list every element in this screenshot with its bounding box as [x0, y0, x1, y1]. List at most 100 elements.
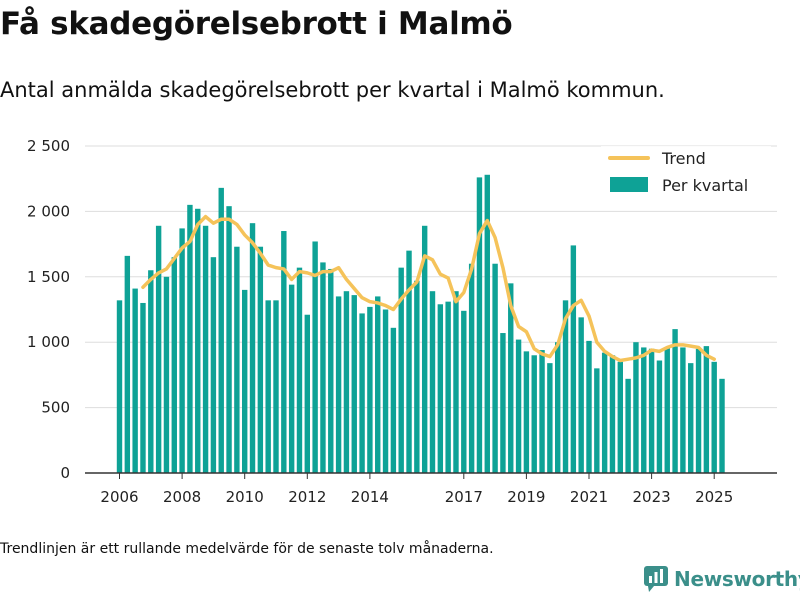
bar — [594, 368, 600, 473]
x-tick-label: 2025 — [695, 488, 733, 506]
bar — [414, 280, 420, 473]
bar — [398, 267, 404, 473]
bar — [406, 250, 412, 473]
x-tick-label: 2021 — [570, 488, 608, 506]
bar — [453, 291, 459, 473]
bar — [179, 228, 185, 473]
bar — [140, 302, 146, 473]
bar — [664, 347, 670, 473]
newsworthy-logo[interactable]: Newsworthy — [644, 566, 800, 592]
bar — [375, 296, 381, 473]
bar — [242, 289, 248, 473]
bar — [445, 301, 451, 473]
bar — [508, 283, 514, 473]
axes: 2006 2008 2010 2012 2014 2017 2019 2021 2023 2025 — [85, 472, 777, 506]
bar-chart: 0 500 1 000 1 500 2 000 2 500 2006 2008 2010 201… — [27, 137, 777, 506]
bar — [367, 306, 373, 473]
bar — [562, 300, 569, 473]
bar — [171, 257, 177, 473]
trend-line-layer — [141, 214, 716, 363]
newsworthy-logo-icon — [644, 566, 668, 592]
bar — [421, 225, 428, 473]
bar — [382, 309, 389, 473]
bar — [312, 241, 318, 473]
bar — [617, 361, 623, 473]
x-tick-label: 2019 — [507, 488, 545, 506]
bar — [547, 363, 553, 473]
bar — [320, 262, 326, 473]
bar — [641, 347, 647, 473]
legend-bar-swatch — [610, 177, 648, 192]
bar — [500, 333, 506, 473]
bar — [484, 174, 490, 473]
bar — [633, 342, 639, 473]
bar — [187, 204, 193, 474]
x-tick-label: 2012 — [288, 488, 326, 506]
bar — [703, 346, 710, 473]
y-tick-label: 2 500 — [27, 137, 70, 155]
bar — [429, 291, 436, 473]
x-tick-label: 2008 — [163, 488, 201, 506]
bar — [273, 300, 279, 473]
bar — [711, 361, 717, 473]
bar — [688, 363, 694, 473]
bar — [124, 255, 131, 473]
bar — [539, 350, 545, 473]
bar — [555, 342, 561, 473]
bar — [155, 225, 162, 473]
bar — [625, 378, 631, 473]
bar — [601, 352, 608, 473]
y-tick-label: 500 — [41, 399, 70, 417]
bar — [202, 225, 209, 473]
bars — [116, 174, 725, 474]
chart-subtitle: Antal anmälda skadegörelsebrott per kvar… — [0, 78, 665, 102]
bar — [570, 245, 577, 473]
bar — [476, 177, 483, 473]
bar — [257, 246, 264, 473]
bar — [648, 348, 655, 473]
bar — [195, 208, 201, 473]
bar — [281, 231, 287, 473]
bar — [343, 291, 350, 473]
bar — [226, 206, 232, 474]
bar — [515, 339, 522, 473]
bar — [359, 313, 365, 473]
y-tick-label: 1 000 — [27, 333, 70, 351]
x-tick-label: 2017 — [445, 488, 483, 506]
bar — [656, 360, 663, 473]
bar — [609, 355, 616, 473]
bar — [163, 276, 170, 473]
x-tick-label: 2010 — [226, 488, 264, 506]
bar — [492, 263, 498, 473]
bar — [390, 327, 397, 473]
bar — [296, 267, 303, 473]
bar — [437, 304, 444, 473]
bar — [265, 300, 271, 473]
bar — [210, 257, 217, 473]
legend-trend-label: Trend — [661, 149, 706, 168]
bar — [249, 223, 256, 473]
legend-bar-label: Per kvartal — [662, 176, 748, 195]
y-tick-label: 0 — [60, 464, 70, 482]
bar — [468, 263, 475, 473]
legend: Trend Per kvartal — [601, 146, 771, 198]
bar — [148, 270, 154, 473]
x-tick-label: 2006 — [100, 488, 138, 506]
bar — [351, 295, 357, 473]
gridlines: 0 500 1 000 1 500 2 000 2 500 — [27, 137, 777, 482]
bar — [578, 317, 584, 473]
bar — [461, 310, 467, 473]
brand-name: Newsworthy — [674, 567, 800, 591]
footnote: Trendlinjen är ett rullande medelvärde f… — [0, 541, 494, 557]
bar — [719, 378, 725, 473]
bar — [523, 351, 530, 473]
trend-line — [141, 214, 716, 363]
bar — [680, 347, 686, 473]
bar — [116, 300, 123, 473]
bar — [695, 348, 702, 473]
x-tick-label: 2023 — [633, 488, 671, 506]
y-tick-label: 1 500 — [27, 268, 70, 286]
bar — [218, 187, 224, 474]
bar — [672, 329, 678, 473]
bar — [234, 246, 240, 473]
